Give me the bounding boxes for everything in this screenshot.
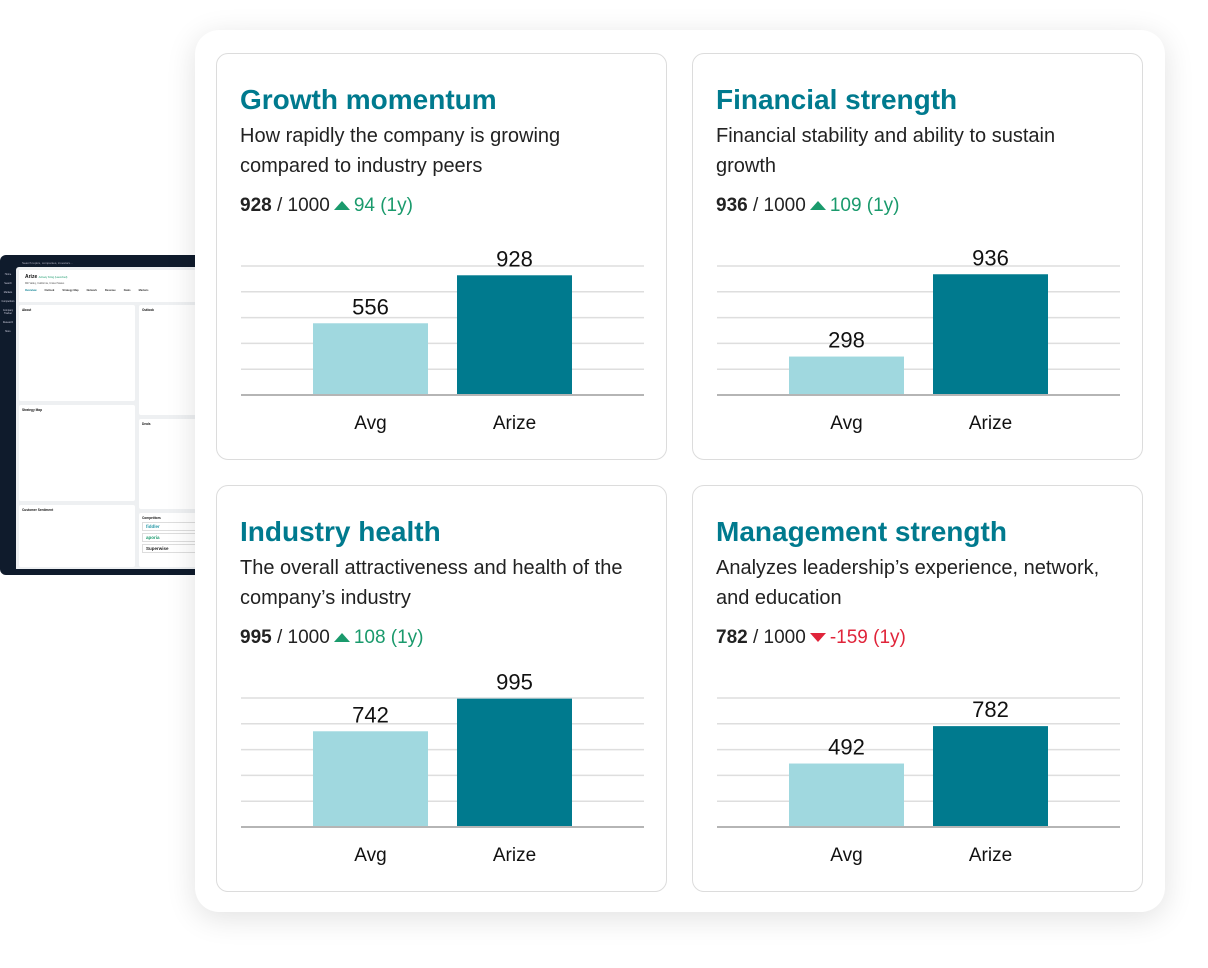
score-line: 782 / 1000 -159 (1y) bbox=[716, 627, 906, 649]
section-title: Strategy Map bbox=[22, 408, 43, 412]
growth-momentum-card: Growth momentum How rapidly the company … bbox=[216, 53, 667, 460]
card-title: Management strength bbox=[716, 516, 1007, 547]
score-max: / 1000 bbox=[276, 627, 330, 648]
triangle-up-icon bbox=[333, 633, 350, 643]
tab: Network bbox=[86, 289, 97, 292]
category-label: Avg bbox=[830, 413, 862, 434]
category-label: Arize bbox=[493, 845, 536, 866]
category-label: Arize bbox=[493, 413, 536, 434]
management-strength-card: Management strength Analyzes leadership’… bbox=[692, 485, 1143, 892]
triangle-down-icon bbox=[809, 633, 826, 643]
sidebar-item: Company Tracker bbox=[2, 309, 14, 315]
sidebar-item: Home bbox=[4, 273, 12, 276]
bar-chart: 298 Avg 936 Arize bbox=[717, 245, 1120, 434]
category-label: Arize bbox=[969, 413, 1012, 434]
tab: Revenue bbox=[104, 289, 116, 292]
sidebar-item: More bbox=[5, 330, 11, 333]
score-value: 936 bbox=[716, 195, 748, 216]
bar-avg bbox=[313, 323, 428, 395]
card-description: Financial stability and ability to susta… bbox=[716, 125, 1056, 177]
score-line: 936 / 1000 109 (1y) bbox=[716, 195, 900, 217]
sidebar-item: Search bbox=[4, 282, 12, 285]
section-title: Deals bbox=[142, 422, 151, 426]
tab: Outlook bbox=[44, 289, 55, 292]
triangle-up-icon bbox=[333, 201, 350, 211]
financial-strength-card: Financial strength Financial stability a… bbox=[692, 53, 1143, 460]
card-title: Financial strength bbox=[716, 84, 958, 115]
data-label: 556 bbox=[352, 294, 389, 319]
data-label: 782 bbox=[972, 697, 1009, 722]
bar-arize bbox=[933, 274, 1048, 395]
category-label: Avg bbox=[354, 413, 386, 434]
card-title: Growth momentum bbox=[240, 84, 497, 115]
tab: Markets bbox=[138, 289, 149, 292]
section-title: Competitors bbox=[142, 516, 161, 520]
score-max: / 1000 bbox=[752, 627, 806, 648]
score-max: / 1000 bbox=[752, 195, 806, 216]
card-description: How rapidly the company is growing compa… bbox=[240, 125, 561, 177]
bar-chart: 556 Avg 928 Arize bbox=[241, 246, 644, 434]
score-change: 108 (1y) bbox=[353, 627, 424, 648]
company-badge: Actively hiring (Launched) bbox=[38, 276, 68, 279]
data-label: 936 bbox=[972, 245, 1009, 270]
industry-health-card: Industry health The overall attractivene… bbox=[216, 485, 667, 892]
score-line: 995 / 1000 108 (1y) bbox=[240, 627, 424, 649]
score-line: 928 / 1000 94 (1y) bbox=[240, 195, 413, 217]
tab: Strategy Map bbox=[62, 289, 79, 292]
bar-arize bbox=[457, 698, 572, 827]
card-description: The overall attractiveness and health of… bbox=[240, 557, 623, 609]
score-change: -159 (1y) bbox=[829, 627, 906, 648]
score-change: 109 (1y) bbox=[829, 195, 900, 216]
bar-chart: 492 Avg 782 Arize bbox=[717, 697, 1120, 866]
sidebar-item: Research bbox=[2, 321, 14, 324]
data-label: 928 bbox=[496, 246, 533, 271]
bar-avg bbox=[313, 731, 428, 827]
card-title: Industry health bbox=[240, 516, 441, 547]
score-value: 928 bbox=[240, 195, 272, 216]
section-title: Customer Sentiment bbox=[22, 508, 54, 512]
card-description: Analyzes leadership’s experience, networ… bbox=[716, 557, 1100, 609]
customer-sentiment-card: Customer Sentiment bbox=[19, 505, 135, 567]
app-sidebar: Home Search Markets Competitors Company … bbox=[0, 267, 16, 575]
bar-arize bbox=[457, 275, 572, 395]
bar-chart: 742 Avg 995 Arize bbox=[241, 670, 644, 866]
sidebar-item: Markets bbox=[3, 291, 13, 294]
sidebar-item: Competitors bbox=[1, 300, 15, 303]
data-label: 995 bbox=[496, 670, 533, 695]
score-value: 995 bbox=[240, 627, 272, 648]
section-title: About bbox=[22, 308, 32, 312]
company-location: Mill Valley, California, United States bbox=[25, 282, 65, 285]
bar-avg bbox=[789, 356, 904, 395]
tab: Deals bbox=[123, 289, 131, 292]
section-title: Outlook bbox=[142, 308, 155, 312]
score-change: 94 (1y) bbox=[353, 195, 413, 216]
company-name: Arize bbox=[25, 274, 38, 280]
category-label: Avg bbox=[830, 845, 862, 866]
strategy-map-card: Strategy Map bbox=[19, 405, 135, 501]
bar-avg bbox=[789, 763, 904, 827]
tab: Overview bbox=[25, 289, 37, 292]
company-tabs: Overview Outlook Strategy Map Network Re… bbox=[25, 289, 251, 292]
app-search-bar: Search topics, companies, investors... bbox=[22, 261, 73, 265]
data-label: 298 bbox=[828, 328, 865, 353]
category-label: Arize bbox=[969, 845, 1012, 866]
data-label: 742 bbox=[352, 702, 389, 727]
score-value: 782 bbox=[716, 627, 748, 648]
triangle-up-icon bbox=[809, 201, 826, 211]
category-label: Avg bbox=[354, 845, 386, 866]
about-card: About bbox=[19, 305, 135, 401]
scores-panel: Growth momentum How rapidly the company … bbox=[195, 30, 1165, 912]
data-label: 492 bbox=[828, 735, 865, 760]
score-max: / 1000 bbox=[276, 195, 330, 216]
bar-arize bbox=[933, 726, 1048, 827]
